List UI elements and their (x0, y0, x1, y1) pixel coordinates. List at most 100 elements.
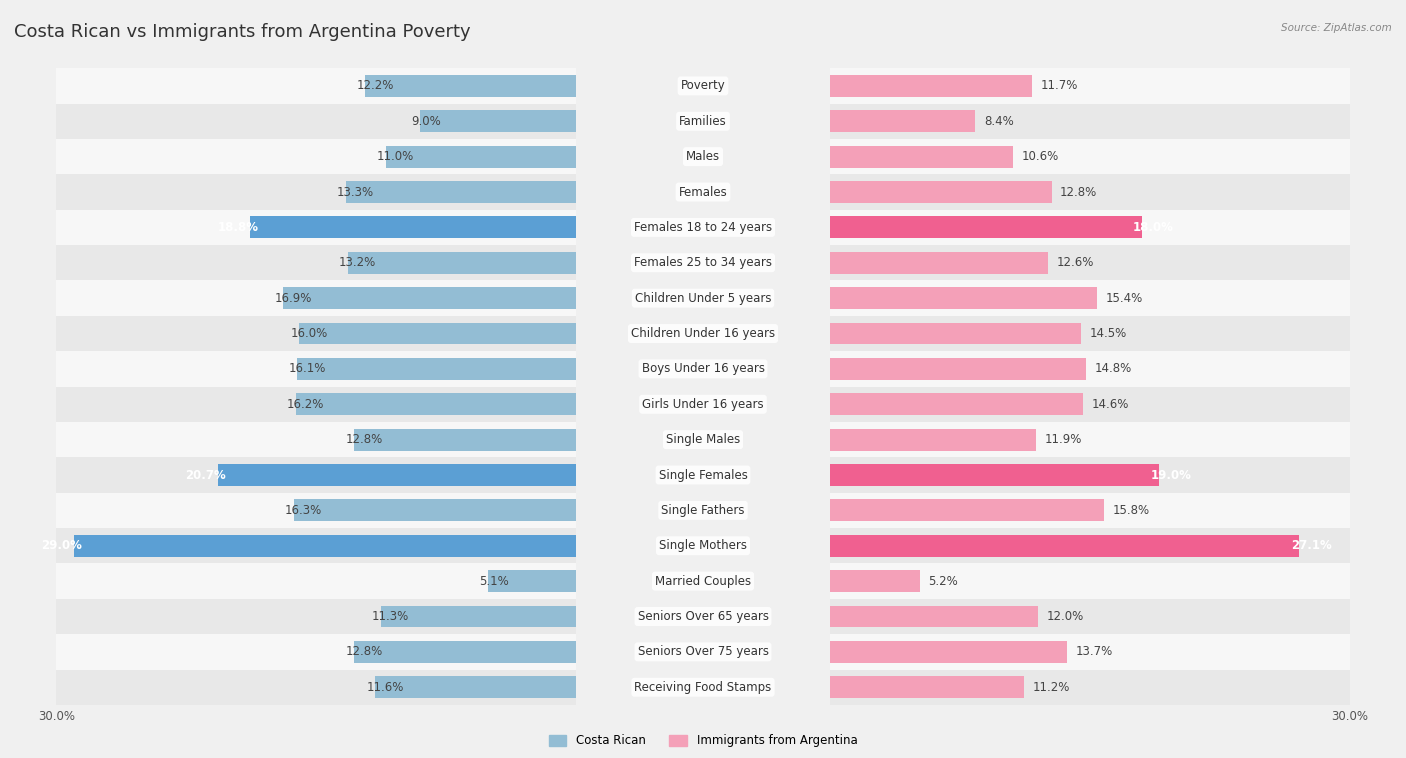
Bar (56, 563, 576, 599)
Text: Children Under 16 years: Children Under 16 years (631, 327, 775, 340)
Bar (830, 457, 1350, 493)
Bar (830, 68, 1350, 104)
Text: Families: Families (679, 114, 727, 128)
Text: 15.8%: 15.8% (1112, 504, 1149, 517)
Bar (56, 422, 576, 457)
Bar (56, 669, 576, 705)
Bar (830, 570, 920, 592)
Bar (420, 111, 576, 132)
Bar (830, 606, 1038, 628)
Text: 11.0%: 11.0% (377, 150, 415, 163)
Text: 13.7%: 13.7% (1076, 645, 1114, 659)
Bar (830, 245, 1350, 280)
Text: 27.1%: 27.1% (1291, 539, 1331, 553)
Text: Seniors Over 75 years: Seniors Over 75 years (637, 645, 769, 659)
Text: Females 25 to 34 years: Females 25 to 34 years (634, 256, 772, 269)
Text: Poverty: Poverty (681, 80, 725, 92)
Text: Single Males: Single Males (666, 433, 740, 446)
Bar (830, 676, 1024, 698)
Text: 16.2%: 16.2% (287, 398, 325, 411)
Bar (830, 146, 1014, 168)
Bar (56, 280, 576, 316)
Bar (830, 393, 1083, 415)
Bar (830, 528, 1350, 563)
Text: Females: Females (679, 186, 727, 199)
Bar (830, 351, 1350, 387)
Bar (830, 599, 1350, 634)
Bar (295, 393, 576, 415)
Bar (830, 358, 1087, 380)
Text: Single Fathers: Single Fathers (661, 504, 745, 517)
Text: 16.1%: 16.1% (288, 362, 326, 375)
Text: 12.8%: 12.8% (1060, 186, 1098, 199)
Bar (56, 104, 576, 139)
Bar (830, 535, 1299, 556)
Text: 18.0%: 18.0% (1133, 221, 1174, 234)
Text: Receiving Food Stamps: Receiving Food Stamps (634, 681, 772, 694)
Bar (56, 245, 576, 280)
Text: 11.9%: 11.9% (1045, 433, 1083, 446)
Bar (830, 669, 1350, 705)
Bar (830, 174, 1350, 210)
Bar (56, 351, 576, 387)
Text: Source: ZipAtlas.com: Source: ZipAtlas.com (1281, 23, 1392, 33)
Bar (830, 641, 1067, 662)
Bar (56, 210, 576, 245)
Text: 18.8%: 18.8% (218, 221, 259, 234)
Bar (830, 464, 1159, 486)
Text: Single Females: Single Females (658, 468, 748, 481)
Text: 14.6%: 14.6% (1091, 398, 1129, 411)
Bar (830, 429, 1036, 450)
Bar (830, 280, 1350, 316)
Text: 10.6%: 10.6% (1022, 150, 1059, 163)
Bar (830, 217, 1142, 238)
Text: 9.0%: 9.0% (412, 114, 441, 128)
Bar (56, 174, 576, 210)
Bar (830, 422, 1350, 457)
Bar (56, 387, 576, 422)
Bar (284, 287, 576, 309)
Text: 11.3%: 11.3% (371, 610, 409, 623)
Bar (830, 634, 1350, 669)
Bar (830, 493, 1350, 528)
Text: 5.2%: 5.2% (928, 575, 957, 587)
Text: Boys Under 16 years: Boys Under 16 years (641, 362, 765, 375)
Text: 14.5%: 14.5% (1090, 327, 1126, 340)
Bar (346, 181, 576, 203)
Bar (830, 104, 1350, 139)
Bar (830, 316, 1350, 351)
Text: Females 18 to 24 years: Females 18 to 24 years (634, 221, 772, 234)
Bar (830, 75, 1032, 97)
Text: 11.2%: 11.2% (1032, 681, 1070, 694)
Text: 14.8%: 14.8% (1095, 362, 1132, 375)
Text: 15.4%: 15.4% (1105, 292, 1143, 305)
Bar (299, 323, 576, 344)
Bar (830, 210, 1350, 245)
Bar (385, 146, 576, 168)
Text: Children Under 5 years: Children Under 5 years (634, 292, 772, 305)
Bar (830, 500, 1104, 522)
Bar (218, 464, 576, 486)
Bar (73, 535, 576, 556)
Bar (830, 287, 1097, 309)
Bar (56, 316, 576, 351)
Text: 12.8%: 12.8% (346, 433, 382, 446)
Text: Seniors Over 65 years: Seniors Over 65 years (637, 610, 769, 623)
Text: 16.9%: 16.9% (274, 292, 312, 305)
Text: 29.0%: 29.0% (41, 539, 82, 553)
Bar (381, 606, 576, 628)
Bar (347, 252, 576, 274)
Text: 12.8%: 12.8% (346, 645, 382, 659)
Text: 13.3%: 13.3% (337, 186, 374, 199)
Text: 11.6%: 11.6% (367, 681, 404, 694)
Bar (354, 429, 576, 450)
Bar (830, 139, 1350, 174)
Text: 12.2%: 12.2% (356, 80, 394, 92)
Text: 19.0%: 19.0% (1150, 468, 1191, 481)
Text: 5.1%: 5.1% (479, 575, 509, 587)
Bar (366, 75, 576, 97)
Bar (830, 387, 1350, 422)
Bar (56, 139, 576, 174)
Bar (56, 493, 576, 528)
Bar (250, 217, 576, 238)
